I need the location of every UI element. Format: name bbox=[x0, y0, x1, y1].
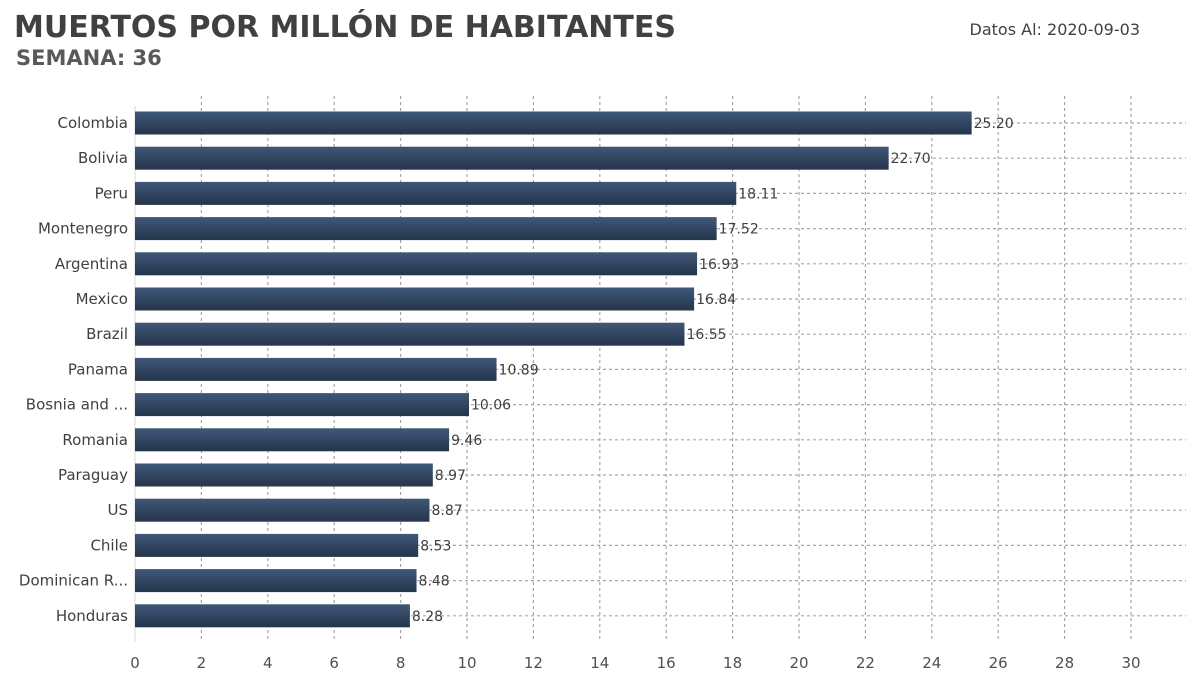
bar bbox=[135, 463, 433, 487]
category-label: Montenegro bbox=[38, 220, 128, 238]
value-label: 8.87 bbox=[431, 503, 462, 519]
value-label: 9.46 bbox=[451, 433, 482, 449]
bars bbox=[135, 111, 972, 628]
x-tick-label: 8 bbox=[396, 654, 406, 672]
bar bbox=[135, 498, 430, 522]
x-tick-label: 24 bbox=[922, 654, 941, 672]
chart-title: MUERTOS POR MILLÓN DE HABITANTES bbox=[14, 10, 676, 45]
bar bbox=[135, 287, 695, 311]
category-label: Mexico bbox=[76, 290, 128, 308]
data-date-label: Datos Al: 2020-09-03 bbox=[969, 20, 1140, 39]
category-label: Chile bbox=[90, 536, 128, 554]
bar bbox=[135, 181, 737, 205]
category-label: Argentina bbox=[55, 255, 128, 273]
category-label: Bolivia bbox=[78, 149, 128, 167]
category-label: Colombia bbox=[58, 114, 129, 132]
value-label: 8.53 bbox=[420, 538, 451, 554]
x-tick-label: 12 bbox=[524, 654, 543, 672]
x-tick-label: 16 bbox=[657, 654, 676, 672]
bar bbox=[135, 252, 698, 276]
value-label: 16.84 bbox=[696, 292, 736, 308]
bar bbox=[135, 217, 717, 241]
category-label: Peru bbox=[95, 184, 128, 202]
category-label: Panama bbox=[68, 360, 128, 378]
value-label: 17.52 bbox=[719, 222, 759, 238]
value-label: 22.70 bbox=[891, 151, 931, 167]
bar bbox=[135, 146, 889, 170]
bar bbox=[135, 428, 450, 452]
value-label: 25.20 bbox=[974, 116, 1014, 132]
x-tick-label: 4 bbox=[263, 654, 273, 672]
chart-subtitle: SEMANA: 36 bbox=[16, 46, 162, 70]
bar bbox=[135, 533, 419, 557]
x-tick-label: 6 bbox=[329, 654, 339, 672]
x-tick-label: 20 bbox=[789, 654, 808, 672]
value-label: 8.48 bbox=[419, 574, 450, 590]
bar bbox=[135, 322, 685, 346]
x-tick-label: 2 bbox=[197, 654, 207, 672]
bar bbox=[135, 393, 469, 417]
x-tick-label: 18 bbox=[723, 654, 742, 672]
x-tick-label: 28 bbox=[1055, 654, 1074, 672]
value-label: 10.89 bbox=[499, 362, 539, 378]
bar bbox=[135, 569, 417, 593]
x-tick-label: 14 bbox=[590, 654, 609, 672]
category-label: Dominican R... bbox=[19, 572, 128, 590]
x-tick-label: 22 bbox=[856, 654, 875, 672]
value-label: 8.97 bbox=[435, 468, 466, 484]
bar bbox=[135, 604, 410, 628]
value-label: 10.06 bbox=[471, 398, 511, 414]
x-tick-label: 26 bbox=[989, 654, 1008, 672]
value-label: 8.28 bbox=[412, 609, 443, 625]
x-tick-label: 0 bbox=[130, 654, 140, 672]
category-label: Brazil bbox=[86, 325, 128, 343]
category-label: Romania bbox=[62, 431, 128, 449]
category-label: Bosnia and ... bbox=[26, 396, 128, 414]
category-label: Paraguay bbox=[58, 466, 128, 484]
bar bbox=[135, 357, 497, 381]
x-tick-label: 30 bbox=[1121, 654, 1140, 672]
value-label: 16.93 bbox=[699, 257, 739, 273]
x-tick-label: 10 bbox=[457, 654, 476, 672]
value-label: 18.11 bbox=[738, 186, 778, 202]
value-label: 16.55 bbox=[686, 327, 726, 343]
category-label: Honduras bbox=[56, 607, 128, 625]
category-label: US bbox=[107, 501, 128, 519]
bar bbox=[135, 111, 972, 135]
